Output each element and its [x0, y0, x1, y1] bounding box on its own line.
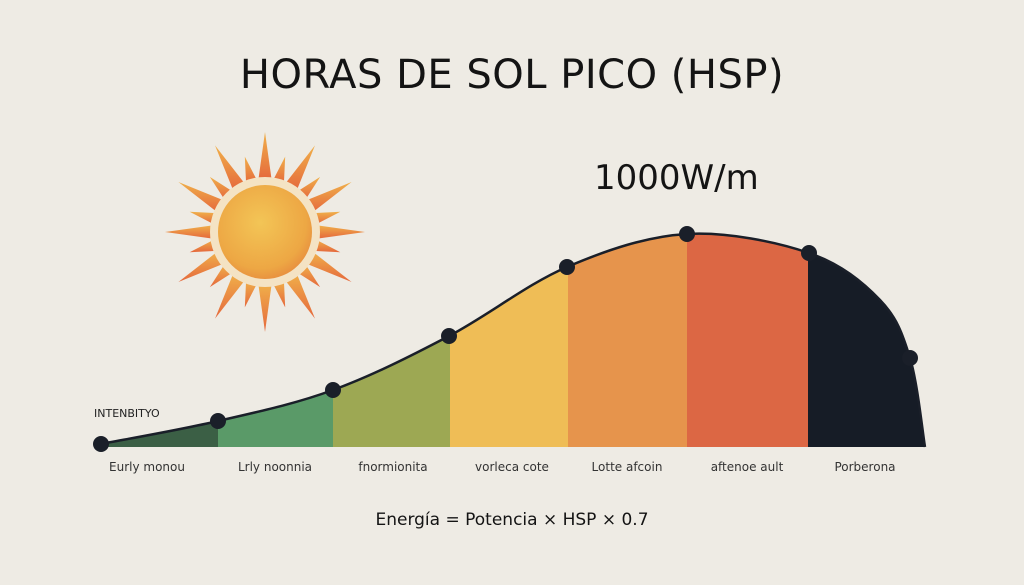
- sun-ray: [306, 251, 352, 282]
- segment-label: Eurly monou: [109, 460, 185, 474]
- segment-label: Lrly noonnia: [237, 460, 313, 474]
- sun-ray: [272, 156, 286, 184]
- peak-label: 1000W/m: [594, 158, 759, 198]
- data-point: [441, 328, 457, 344]
- segment-bar: [450, 233, 569, 447]
- segment-bar: [333, 233, 451, 447]
- y-axis-label: INTENBITYO: [94, 407, 160, 420]
- sun-ray: [244, 156, 258, 184]
- sun-ray: [178, 251, 224, 282]
- sun-ray: [284, 145, 315, 191]
- sun-ray: [272, 280, 286, 308]
- segment-bar: [568, 233, 688, 447]
- sun-ray: [258, 132, 272, 181]
- segment-label: aftenoe ault: [710, 460, 784, 474]
- page-title: HORAS DE SOL PICO (HSP): [239, 52, 785, 98]
- segment-label: vorleca cote: [475, 460, 549, 474]
- data-point: [559, 259, 575, 275]
- data-point: [210, 413, 226, 429]
- sun-ray: [284, 273, 315, 319]
- intensity-curve: [100, 232, 927, 448]
- sun-ray: [189, 239, 217, 253]
- sun-ray: [215, 273, 246, 319]
- energy-formula: Energía = Potencia × HSP × 0.7: [375, 510, 649, 530]
- sun-ray: [316, 225, 365, 239]
- sun-ray: [244, 280, 258, 308]
- sun-icon: [165, 132, 365, 332]
- segment-label: Lotte afcoin: [591, 460, 663, 474]
- sun-ray: [215, 145, 246, 191]
- data-point: [93, 436, 109, 452]
- segment-label: fnormionita: [358, 460, 428, 474]
- segment-bar: [687, 233, 809, 447]
- segment-bar: [808, 233, 925, 447]
- sun-ray: [178, 182, 224, 213]
- data-point: [325, 382, 341, 398]
- data-point: [679, 226, 695, 242]
- sun-ray: [313, 211, 341, 225]
- data-point: [902, 350, 918, 366]
- sun-ray: [306, 182, 352, 213]
- sun-ray: [313, 239, 341, 253]
- sun-ray: [165, 225, 214, 239]
- sun-ray: [189, 211, 217, 225]
- sun-ray: [258, 283, 272, 332]
- data-point: [801, 245, 817, 261]
- segment-label: Porberona: [834, 460, 896, 474]
- sun-disk: [218, 185, 312, 279]
